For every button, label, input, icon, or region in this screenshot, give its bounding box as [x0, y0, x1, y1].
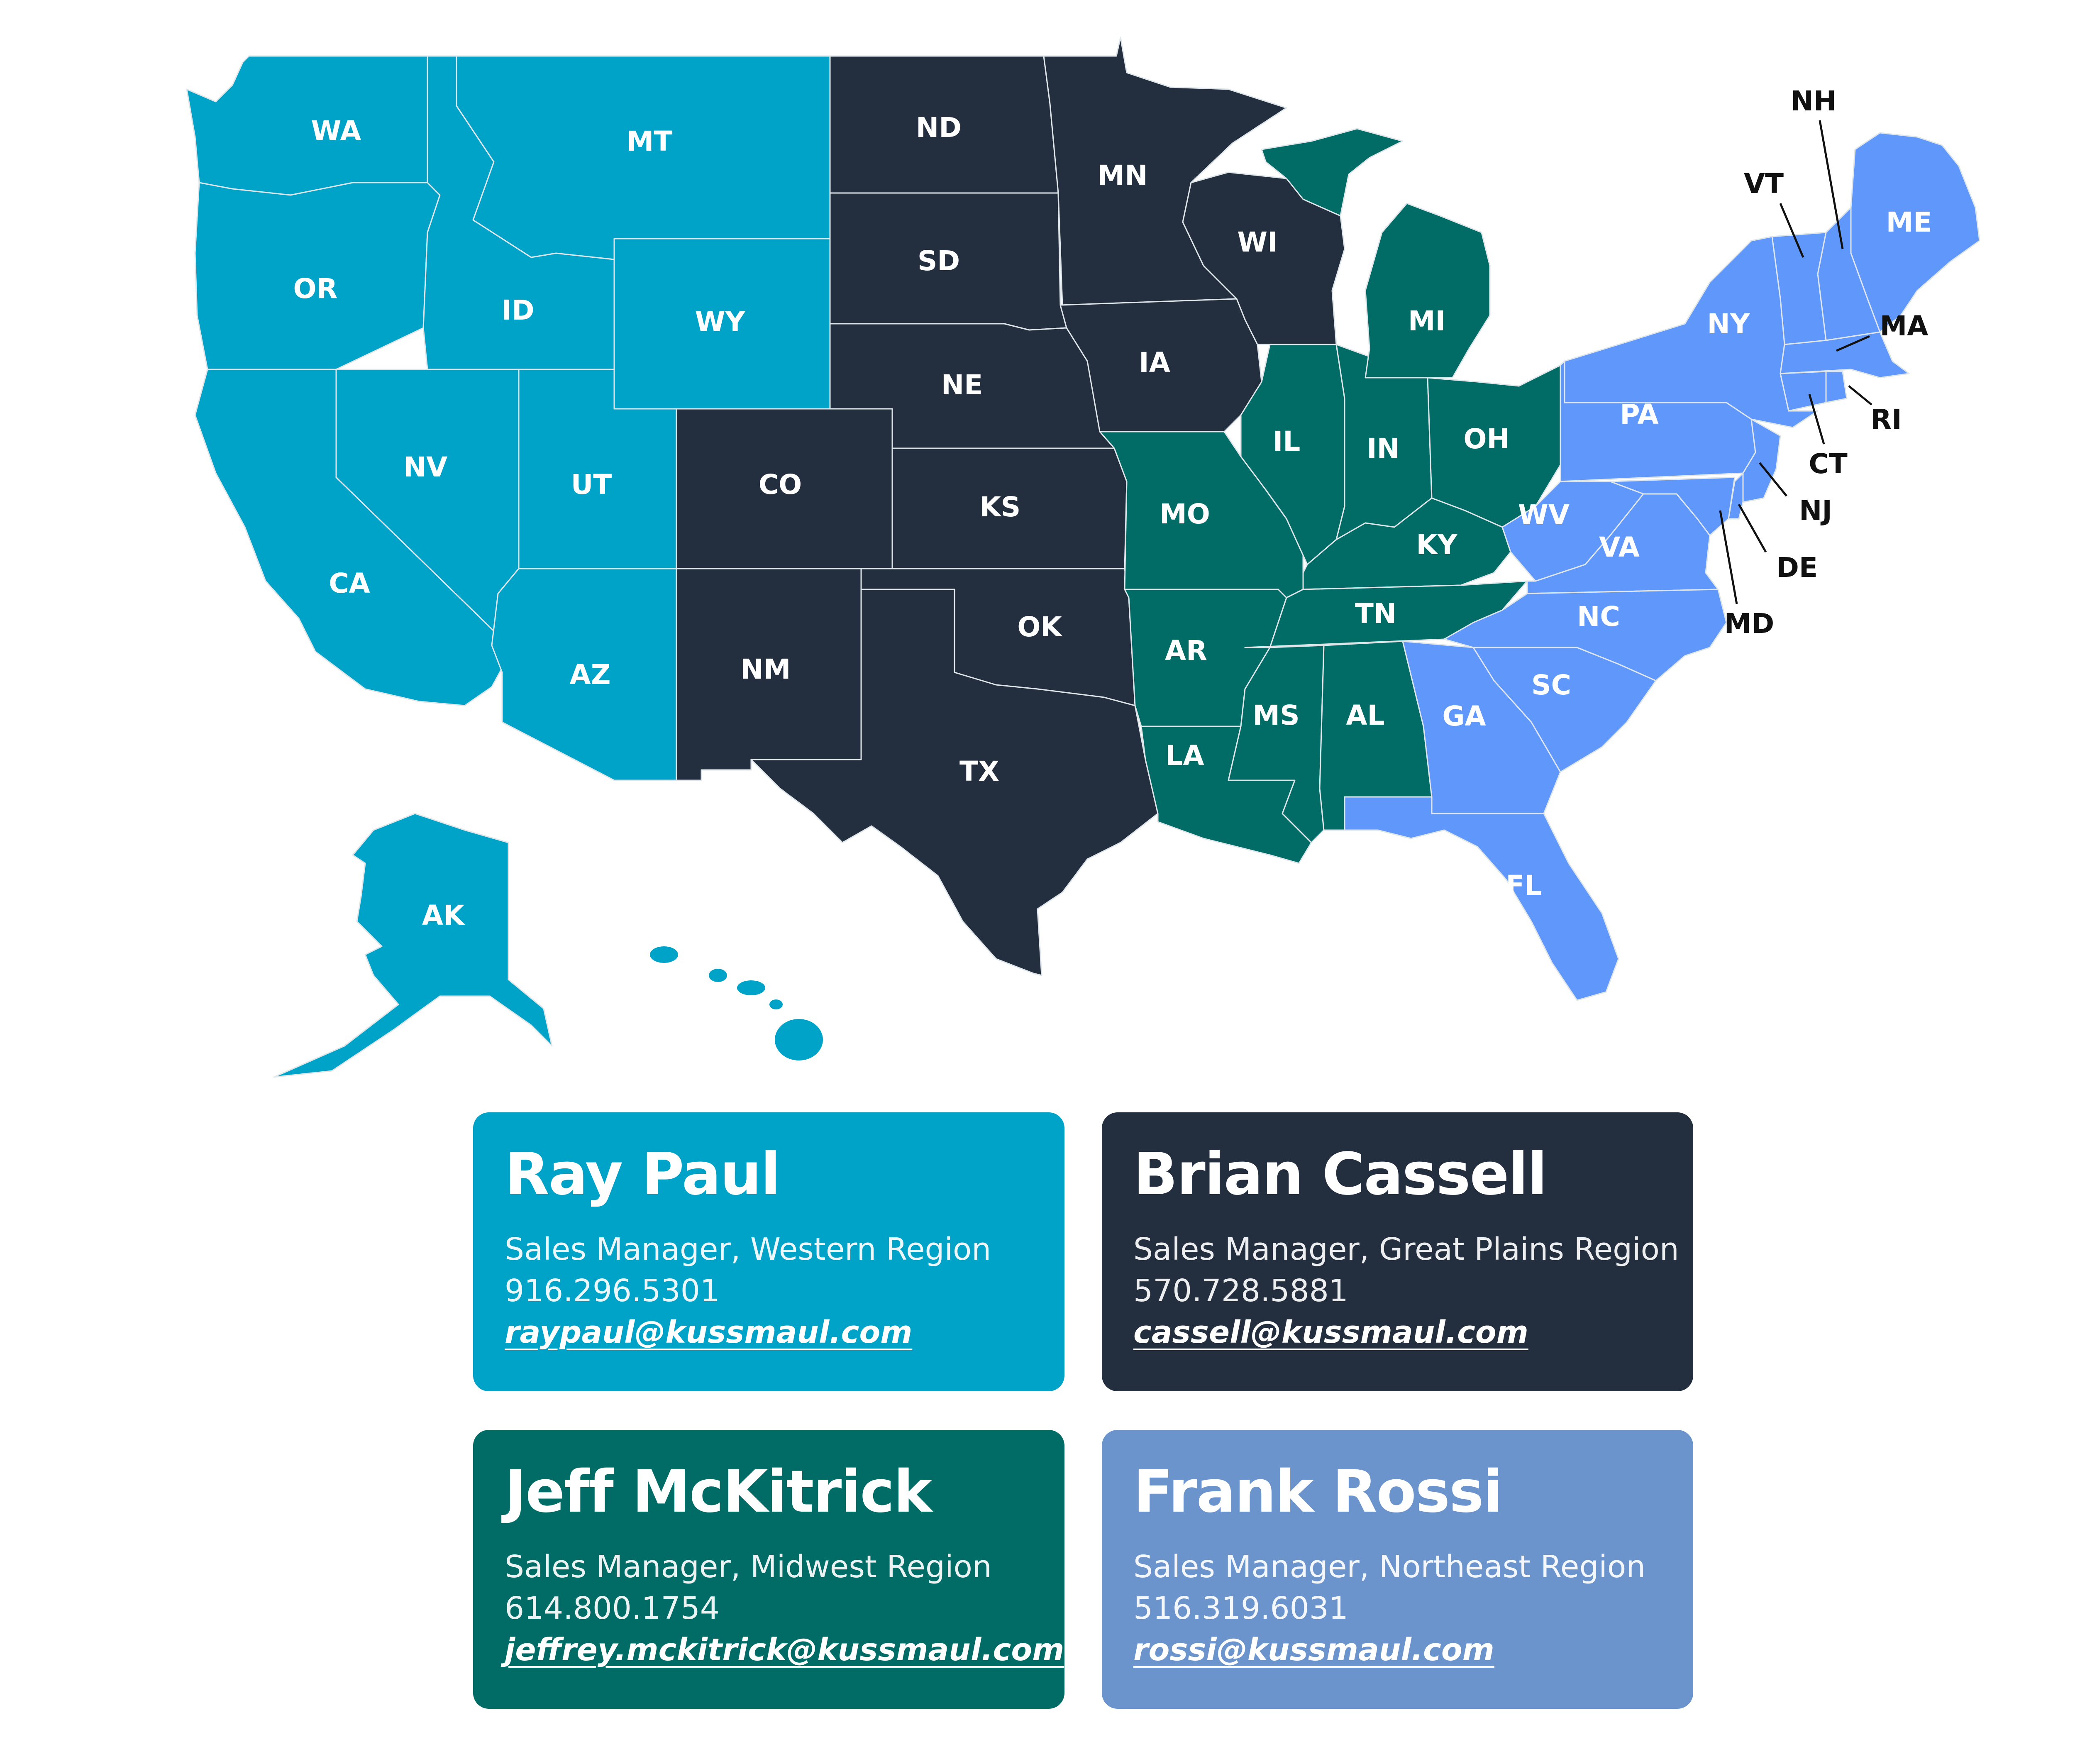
- label-nh: NH: [1791, 85, 1836, 117]
- label-de: DE: [1776, 552, 1818, 584]
- label-ny: NY: [1707, 308, 1750, 340]
- us-sales-region-map: WA MT OR ID WY NV UT CA AZ AK ND SD NE C…: [186, 37, 1980, 1078]
- label-in: IN: [1367, 432, 1400, 464]
- state-nj[interactable]: [1742, 418, 1781, 503]
- label-nm: NM: [741, 653, 791, 685]
- state-hi[interactable]: [650, 946, 823, 1060]
- label-tx: TX: [959, 755, 999, 787]
- label-ut: UT: [571, 469, 612, 501]
- label-al: AL: [1346, 699, 1384, 731]
- callouts: NH VT MA RI CT NJ DE MD: [1719, 85, 1929, 640]
- state-wi[interactable]: [1182, 171, 1345, 345]
- label-ma: MA: [1880, 310, 1929, 342]
- label-tn: TN: [1355, 598, 1396, 630]
- leader-ma: [1836, 335, 1870, 352]
- great-plains-region: [676, 37, 1345, 976]
- contact-phone[interactable]: 570.728.5881: [1133, 1273, 1348, 1309]
- western-region: [186, 55, 831, 1078]
- state-tx[interactable]: [750, 589, 1159, 976]
- label-nj: NJ: [1799, 495, 1832, 527]
- label-pa: PA: [1620, 398, 1658, 430]
- label-ak: AK: [422, 899, 466, 931]
- state-wa[interactable]: [186, 55, 428, 196]
- label-me: ME: [1886, 206, 1932, 238]
- label-ct: CT: [1809, 448, 1847, 480]
- state-mi[interactable]: [1261, 128, 1491, 379]
- label-mn: MN: [1098, 159, 1148, 191]
- contact-title: Sales Manager, Western Region: [505, 1231, 991, 1267]
- contact-title: Sales Manager, Great Plains Region: [1133, 1231, 1679, 1267]
- contact-phone[interactable]: 916.296.5301: [505, 1273, 720, 1309]
- label-wv: WV: [1518, 499, 1570, 531]
- contact-phone[interactable]: 516.319.6031: [1133, 1591, 1348, 1626]
- label-ri: RI: [1870, 403, 1902, 435]
- midwest-region: [1099, 128, 1561, 864]
- label-or: OR: [293, 273, 338, 305]
- label-ca: CA: [329, 567, 370, 599]
- label-fl: FL: [1506, 870, 1542, 902]
- label-ne: NE: [941, 369, 983, 401]
- label-vt: VT: [1744, 168, 1784, 200]
- label-ia: IA: [1139, 347, 1170, 379]
- contact-title: Sales Manager, Midwest Region: [505, 1549, 992, 1585]
- label-oh: OH: [1463, 423, 1509, 455]
- label-sc: SC: [1531, 669, 1571, 701]
- contact-title: Sales Manager, Northeast Region: [1133, 1549, 1646, 1585]
- label-ms: MS: [1252, 699, 1299, 731]
- label-mi: MI: [1408, 305, 1445, 337]
- state-ri[interactable]: [1825, 371, 1848, 403]
- state-fl[interactable]: [1344, 796, 1619, 1001]
- state-ct[interactable]: [1780, 371, 1827, 412]
- label-az: AZ: [570, 659, 611, 691]
- label-wa: WA: [311, 115, 361, 147]
- leader-ri: [1848, 385, 1872, 406]
- state-ak[interactable]: [273, 813, 553, 1078]
- label-id: ID: [501, 294, 534, 326]
- state-labels: WA MT OR ID WY NV UT CA AZ AK ND SD NE C…: [293, 112, 1932, 931]
- label-ga: GA: [1442, 700, 1486, 732]
- contact-name: Jeff McKitrick: [505, 1458, 932, 1526]
- label-nc: NC: [1577, 601, 1620, 633]
- label-va: VA: [1599, 531, 1640, 563]
- contact-card-great-plains: Brian Cassell Sales Manager, Great Plain…: [1102, 1112, 1693, 1391]
- leader-nj: [1759, 462, 1787, 497]
- label-la: LA: [1165, 740, 1204, 772]
- label-mo: MO: [1160, 498, 1210, 530]
- contact-name: Frank Rossi: [1133, 1458, 1503, 1526]
- leader-vt: [1779, 203, 1804, 258]
- contact-name: Brian Cassell: [1133, 1141, 1547, 1208]
- label-wy: WY: [695, 306, 746, 338]
- leader-md: [1719, 510, 1738, 604]
- contact-card-northeast: Frank Rossi Sales Manager, Northeast Reg…: [1102, 1430, 1693, 1709]
- contact-name: Ray Paul: [505, 1141, 781, 1208]
- contact-email-link[interactable]: jeffrey.mckitrick@kussmaul.com: [505, 1632, 1064, 1668]
- contact-email-link[interactable]: rossi@kussmaul.com: [1133, 1632, 1494, 1668]
- contact-email-link[interactable]: raypaul@kussmaul.com: [505, 1314, 913, 1350]
- label-nv: NV: [403, 451, 447, 483]
- label-co: CO: [759, 469, 802, 501]
- leader-nh: [1819, 120, 1844, 249]
- leader-de: [1738, 503, 1767, 553]
- label-ok: OK: [1017, 611, 1063, 643]
- contact-card-western: Ray Paul Sales Manager, Western Region 9…: [473, 1112, 1064, 1391]
- label-sd: SD: [918, 245, 960, 277]
- label-ar: AR: [1165, 635, 1207, 667]
- leader-ct: [1808, 394, 1825, 445]
- contact-phone[interactable]: 614.800.1754: [505, 1591, 720, 1626]
- label-ky: KY: [1416, 529, 1458, 561]
- label-ks: KS: [980, 491, 1021, 523]
- label-nd: ND: [916, 112, 962, 144]
- state-mn[interactable]: [1043, 37, 1287, 306]
- contact-card-midwest: Jeff McKitrick Sales Manager, Midwest Re…: [473, 1430, 1064, 1709]
- label-wi: WI: [1237, 226, 1277, 258]
- northeast-region: [1344, 132, 1980, 1001]
- label-mt: MT: [627, 125, 673, 157]
- label-il: IL: [1273, 425, 1301, 457]
- state-mt[interactable]: [456, 55, 831, 260]
- contact-email-link[interactable]: cassell@kussmaul.com: [1133, 1314, 1528, 1350]
- label-md: MD: [1724, 608, 1774, 640]
